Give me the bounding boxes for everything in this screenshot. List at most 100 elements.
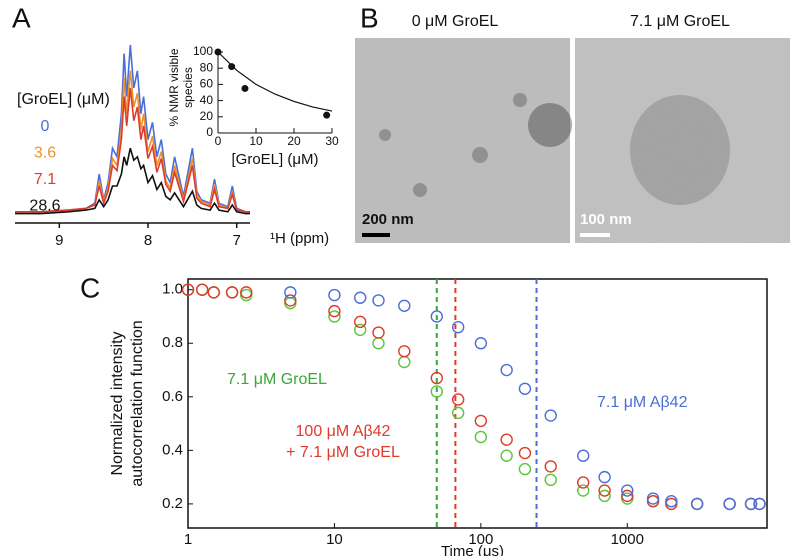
data-point	[598, 470, 611, 484]
x-tick-label: 10	[326, 531, 343, 548]
data-point	[228, 63, 236, 71]
data-point	[646, 492, 660, 505]
y-tick-label: 0.2	[162, 495, 183, 512]
data-point	[451, 320, 465, 334]
data-point	[195, 283, 209, 296]
data-point	[723, 497, 736, 511]
data-point	[621, 489, 634, 503]
data-point	[474, 337, 488, 350]
data-point	[214, 48, 222, 56]
x-tick-label: 10	[249, 134, 263, 148]
scale-bar-label: 100 nm	[580, 211, 632, 228]
data-point	[430, 310, 443, 323]
x-tick-label: 8	[144, 232, 152, 249]
annotation: 100 μM Aβ42	[296, 423, 391, 440]
data-point	[225, 286, 239, 299]
data-point	[500, 363, 513, 377]
micrograph-title: 7.1 μM GroEL	[630, 13, 730, 30]
data-point	[430, 371, 443, 385]
x-tick-label: 100	[468, 531, 493, 548]
data-point	[665, 495, 678, 508]
data-point	[323, 111, 331, 119]
annotation: 7.1 μM GroEL	[227, 371, 327, 388]
x-tick-label: 1	[184, 531, 192, 548]
data-point	[518, 382, 532, 395]
y-tick-label: 100	[193, 44, 213, 58]
panel-label: B	[360, 2, 379, 33]
data-point	[207, 286, 220, 299]
data-point	[690, 497, 704, 511]
annotation: 7.1 μM Aβ42	[597, 394, 688, 411]
x-tick-label: 9	[55, 232, 63, 249]
x-tick-label: 30	[325, 134, 339, 148]
data-point	[328, 304, 341, 318]
y-tick-label: 60	[200, 77, 214, 91]
annotation: + 7.1 μM GroEL	[286, 444, 400, 461]
y-tick-label: 40	[200, 93, 214, 107]
data-point	[544, 473, 557, 487]
data-point	[744, 497, 758, 511]
data-point	[544, 460, 557, 473]
x-tick-label: 0	[215, 134, 222, 148]
x-axis-label: Time (μs)	[441, 543, 504, 556]
x-tick-label: 7	[233, 232, 241, 249]
y-tick-label: 20	[200, 109, 214, 123]
y-axis-label: % NMR visible	[167, 48, 181, 126]
data-point	[518, 462, 532, 476]
data-point	[354, 291, 367, 304]
x-axis-label: [GroEL] (μM)	[232, 151, 319, 168]
scale-bar-label: 200 nm	[362, 211, 414, 228]
data-point	[753, 497, 766, 511]
panel-label: A	[12, 2, 31, 33]
data-point	[430, 385, 443, 398]
y-axis-label: Normalized intensity	[109, 331, 126, 475]
data-point	[646, 495, 660, 508]
data-point	[181, 283, 195, 296]
x-tick-label: 20	[287, 134, 301, 148]
data-point	[665, 497, 678, 511]
data-point	[598, 489, 611, 503]
legend-label: 7.1	[34, 171, 56, 188]
data-point	[451, 393, 465, 406]
data-point	[284, 296, 297, 310]
y-tick-label: 0.8	[162, 334, 183, 351]
data-point	[598, 484, 611, 497]
data-point	[240, 286, 253, 299]
data-point	[576, 476, 590, 489]
data-point	[284, 286, 297, 299]
data-point	[500, 433, 513, 446]
data-point	[284, 294, 297, 307]
legend-label: 28.6	[29, 198, 60, 215]
panel-label: C	[80, 272, 100, 303]
y-tick-label: 0.6	[162, 388, 183, 405]
data-point	[354, 323, 367, 337]
fit-line	[217, 51, 333, 112]
data-point	[474, 414, 488, 428]
data-point	[328, 310, 341, 323]
y-axis-label: species	[181, 67, 195, 108]
data-point	[518, 446, 532, 460]
data-point	[398, 345, 411, 358]
data-point	[576, 484, 590, 497]
data-point	[372, 337, 385, 350]
spectrum-line	[15, 147, 250, 215]
micrograph	[575, 38, 790, 243]
data-point	[398, 355, 411, 369]
data-point	[576, 449, 590, 462]
data-point	[372, 326, 385, 339]
plot-frame	[187, 278, 768, 529]
y-tick-label: 0.4	[162, 441, 183, 458]
y-tick-label: 0	[206, 125, 213, 139]
data-point	[398, 299, 411, 312]
y-axis-label: autocorrelation function	[129, 320, 146, 486]
y-tick-label: 80	[200, 60, 214, 74]
data-point	[372, 294, 385, 307]
legend-title: [GroEL] (μM)	[17, 91, 110, 108]
data-point	[621, 484, 634, 497]
data-point	[241, 84, 249, 92]
data-point	[500, 449, 513, 462]
micrograph-title: 0 μM GroEL	[412, 13, 499, 30]
data-point	[354, 315, 367, 329]
data-point	[328, 288, 341, 302]
